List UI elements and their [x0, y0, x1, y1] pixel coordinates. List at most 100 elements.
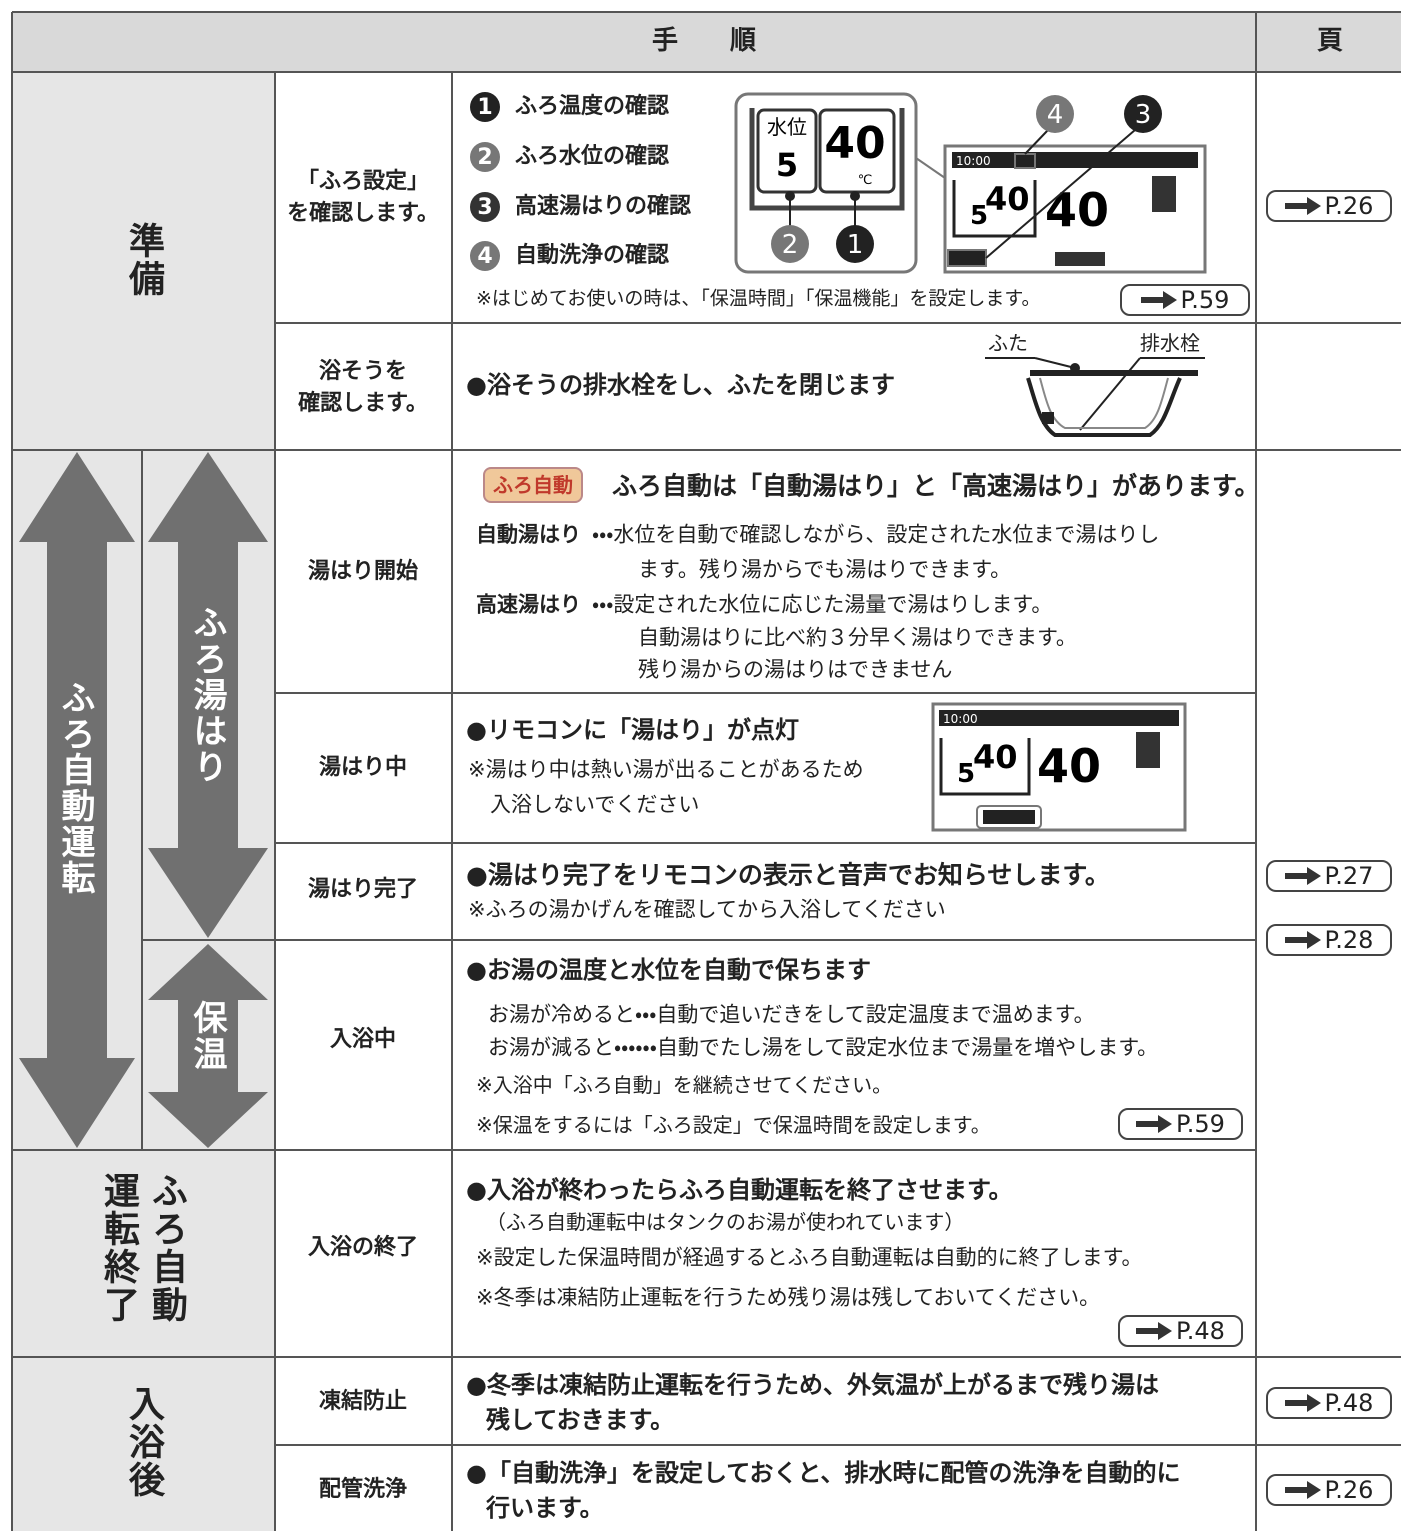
shape: [1026, 377, 1182, 437]
ref-text: P.28: [1324, 926, 1374, 954]
step-label: 湯はり完了: [307, 877, 419, 903]
lcd-temp: 40: [973, 738, 1018, 776]
shape: [939, 710, 1179, 726]
shape: [1284, 197, 1321, 215]
arrow: [1284, 867, 1321, 885]
page-ref: P.28: [1266, 924, 1392, 956]
shape: [148, 452, 268, 938]
step-label: 「ふろ設定」 を確認します。: [287, 166, 439, 230]
ref-text: P.48: [1176, 1317, 1225, 1345]
lcd-time: 10:00: [956, 154, 991, 168]
arrow: [1284, 1481, 1321, 1499]
description: ・・・水位を自動で確認しながら、設定された水位まで湯はりし: [592, 522, 1160, 547]
shape: [1024, 129, 1049, 155]
page-ref: P.26: [1266, 1474, 1392, 1506]
shape: [1055, 252, 1105, 266]
item-number: 4: [470, 241, 500, 271]
term: 自動湯はり: [476, 522, 581, 547]
instruction: ●「自動洗浄」を設定しておくと、排水時に配管の洗浄を自動的に: [466, 1459, 1181, 1487]
description: お湯が減ると・・・・・・自動でたし湯をして設定水位まで湯量を増やします。: [488, 1035, 1159, 1060]
section-label: ふろ湯はり: [187, 605, 227, 785]
tub-diagram: [985, 357, 1205, 437]
step-label: 湯はり中: [318, 755, 408, 781]
shape: [836, 225, 874, 263]
shape: [1136, 732, 1160, 768]
description: ます。残り湯からでも湯はりできます。: [638, 557, 1012, 582]
remote-panel: 水位 5 40 ℃ 2 1 10:00 5 40 40 4 3: [734, 92, 1207, 274]
lcd-display: 10:00 5 40 40: [931, 702, 1187, 832]
shape: [952, 152, 1198, 168]
shape: [939, 738, 1031, 796]
ref-text: P.26: [1324, 192, 1374, 220]
shape: [952, 180, 1037, 238]
arrow: [1140, 291, 1177, 309]
callout: 3: [1135, 100, 1152, 130]
item-text: 高速湯はりの確認: [515, 194, 692, 219]
instruction: ●入浴が終わったらふろ自動運転を終了させます。: [466, 1176, 1013, 1204]
note: 入浴しないでください: [490, 792, 700, 817]
shape: [985, 357, 1205, 437]
shape: [734, 92, 918, 274]
section-label: 入浴後: [123, 1385, 164, 1499]
ref-text: P.59: [1176, 1110, 1225, 1138]
shape: [1039, 377, 1169, 429]
section-label: ふろ自動運転: [55, 680, 95, 896]
lcd-temp: 40: [985, 180, 1030, 218]
page-ref: P.59: [1118, 1108, 1243, 1140]
diagram-label: 排水栓: [1140, 331, 1200, 355]
callout: 1: [847, 230, 864, 260]
page-ref: P.59: [1120, 284, 1250, 316]
note: ※ふろの湯かげんを確認してから入浴してください: [468, 897, 946, 922]
lcd-level: 5: [970, 201, 988, 231]
instruction: ●湯はり完了をリモコンの表示と音声でお知らせします。: [466, 860, 1110, 890]
section-label: ふろ自動: [146, 1172, 187, 1324]
step-label: 湯はり開始: [307, 559, 419, 585]
step-line: 確認します。: [298, 391, 428, 416]
temp: 40: [824, 118, 885, 169]
section-label: 運転終了: [98, 1172, 139, 1324]
shape: [19, 452, 135, 1148]
shape: [850, 191, 860, 201]
callout: 4: [1047, 100, 1064, 130]
item-text: ふろ温度の確認: [515, 94, 670, 119]
shape: [1284, 1394, 1321, 1412]
item-number: 2: [470, 142, 500, 172]
item-number: 1: [470, 92, 500, 122]
level: 5: [776, 146, 798, 184]
description: ・・・設定された水位に応じた湯量で湯はりします。: [592, 592, 1053, 617]
note: ※設定した保温時間が経過するとふろ自動運転は自動的に終了します。: [476, 1245, 1143, 1270]
note: ※冬季は凍結防止運転を行うため残り湯は残しておいてください。: [476, 1285, 1101, 1310]
shape: [771, 225, 809, 263]
page-ref: P.27: [1266, 860, 1392, 892]
lcd-set-temp: 40: [1045, 183, 1109, 237]
description: 自動湯はりに比べ約３分早く湯はりできます。: [638, 625, 1077, 650]
step-label: 入浴の終了: [307, 1235, 419, 1261]
step-line: を確認します。: [287, 201, 439, 226]
ref-text: P.26: [1324, 1476, 1374, 1504]
step-label: 浴そうを確認します。: [298, 356, 428, 420]
shape: [947, 249, 987, 267]
shape: [749, 108, 905, 211]
step-line: 浴そうを: [318, 359, 407, 385]
shape: [1070, 363, 1080, 373]
instruction: ●冬季は凍結防止運転を行うため、外気温が上がるまで残り湯は: [466, 1371, 1159, 1399]
item-text: 自動洗浄の確認: [515, 243, 670, 268]
shape: [19, 452, 268, 1148]
shape: [1034, 357, 1076, 369]
note: ※入浴中「ふろ自動」を継続させてください。: [476, 1073, 893, 1097]
heading: ふろ自動は「自動湯はり」と「高速湯はり」があります。: [612, 471, 1260, 501]
note: ※はじめてお使いの時は、「保温時間」「保温機能」を設定します。: [476, 287, 1041, 310]
shape: [11, 11, 1401, 1531]
instruction: 残しておきます。: [486, 1406, 675, 1434]
arrow: [1136, 1115, 1173, 1133]
item-number: 3: [470, 192, 500, 222]
lcd-time: 10:00: [943, 712, 978, 726]
shape: [915, 157, 946, 179]
instruction: ●お湯の温度と水位を自動で保ちます: [466, 956, 871, 984]
section-label: 保温: [187, 1000, 227, 1072]
page-ref: P.48: [1266, 1387, 1392, 1419]
shape: [789, 196, 856, 226]
shape: [1036, 95, 1074, 133]
